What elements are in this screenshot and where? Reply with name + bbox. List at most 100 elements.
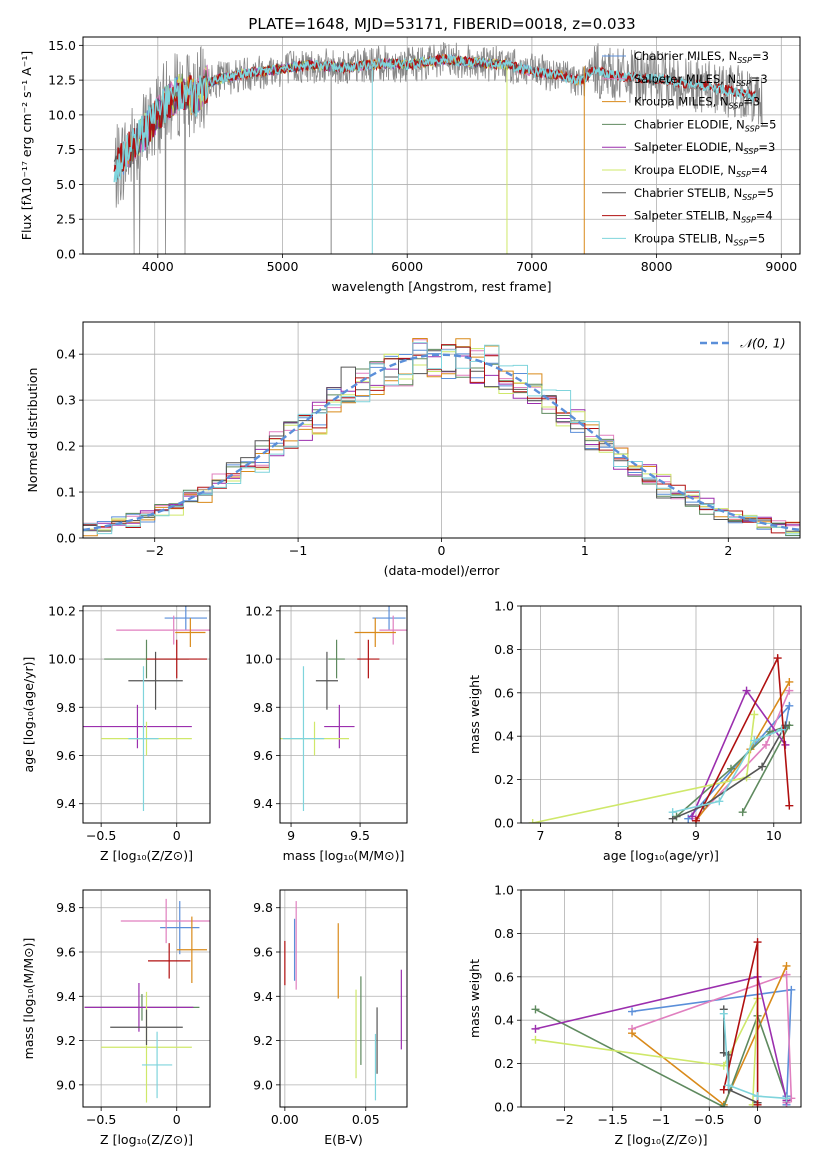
weight-line-kroupa-elodie bbox=[535, 998, 759, 1105]
weight-line-kroupa-elodie bbox=[532, 714, 756, 823]
z-weight-ylabel: mass weight bbox=[467, 959, 482, 1038]
errorbar-point-chabrier-miles bbox=[164, 606, 207, 631]
z-age-ylabel: age [log₁₀(age/yr)] bbox=[21, 657, 36, 773]
z-weight-tick-label-x: −1.5 bbox=[598, 1112, 628, 1127]
spectrum-tick-label-y: 0.0 bbox=[56, 247, 76, 262]
z-age-plot-area bbox=[83, 606, 210, 811]
spectrum-plot-area bbox=[113, 42, 763, 254]
mass-age-tick-label-y: 10.2 bbox=[245, 603, 273, 618]
z-weight-tick-label-y: 0.2 bbox=[494, 1056, 514, 1071]
weight-marker bbox=[787, 985, 796, 994]
figure-title: PLATE=1648, MJD=53171, FIBERID=0018, z=0… bbox=[248, 15, 635, 33]
ebv-mass-frame bbox=[279, 889, 408, 1108]
mass-age-plot-area bbox=[280, 606, 407, 811]
errorbar-point-kroupa-miles bbox=[176, 916, 207, 983]
weight-marker bbox=[785, 677, 794, 686]
model-line-kroupa-stelib bbox=[113, 53, 757, 183]
z-age-tick-label-x: −0.5 bbox=[86, 828, 116, 843]
z-mass-tick-label-x: 0 bbox=[173, 1112, 181, 1127]
weight-line-salpeter-miles bbox=[695, 690, 791, 820]
z-age-tick-label-y: 9.8 bbox=[56, 700, 76, 715]
ebv-mass-tick-label-y: 9.0 bbox=[253, 1077, 273, 1092]
z-weight-tick-label-x: −2 bbox=[555, 1112, 573, 1127]
residuals-ylabel: Normed distribution bbox=[25, 368, 40, 493]
age-weight-tick-label-x: 9 bbox=[692, 828, 700, 843]
weight-marker bbox=[719, 1085, 728, 1094]
z-age-tick-label-y: 9.6 bbox=[56, 748, 76, 763]
ebv-mass-panel: 0.00 0.05 9.0 9.2 9.4 9.6 9.8 E(B-V) bbox=[253, 889, 408, 1147]
z-weight-tick-label-y: 0.6 bbox=[494, 969, 514, 984]
age-weight-panel: 7 8 9 10 0.0 0.2 0.4 0.6 0.8 1.0 age [log₁₀(age/yr… bbox=[467, 599, 802, 863]
z-weight-plot-area bbox=[531, 938, 796, 1107]
residuals-tick-label-x: −1 bbox=[289, 543, 307, 558]
z-mass-tick-label-y: 9.0 bbox=[56, 1077, 76, 1092]
spectrum-xlabel: wavelength [Angstrom, rest frame] bbox=[331, 279, 551, 294]
weight-marker bbox=[750, 736, 759, 745]
weight-marker bbox=[719, 1061, 728, 1070]
z-weight-tick-label-x: 0 bbox=[754, 1112, 762, 1127]
legend-label-subscript: SSP bbox=[737, 56, 752, 65]
z-mass-xlabel: Z [log₁₀(Z/Z⊙)] bbox=[100, 1132, 193, 1147]
weight-marker bbox=[719, 1103, 728, 1107]
mass-age-tick-label-y: 10.0 bbox=[245, 652, 273, 667]
legend-label: Salpeter STELIB, NSSP=4 bbox=[634, 209, 773, 225]
legend-label: Kroupa STELIB, NSSP=5 bbox=[634, 231, 765, 247]
weight-marker bbox=[692, 816, 700, 823]
residuals-tick-label-y: 0.2 bbox=[56, 439, 76, 454]
errorbar-point-kroupa-stelib bbox=[282, 666, 325, 811]
spectrum-tick-label-x: 4000 bbox=[142, 259, 174, 274]
mass-age-tick-label-x: 9 bbox=[287, 828, 295, 843]
legend-label: 𝒩(0, 1) bbox=[740, 336, 786, 351]
z-weight-tick-label-y: 0.4 bbox=[494, 1013, 514, 1028]
spectrum-tick-label-y: 12.5 bbox=[48, 73, 76, 88]
weight-marker bbox=[628, 1029, 637, 1038]
age-weight-ylabel: mass weight bbox=[467, 675, 482, 754]
errorbar-point-kroupa-elodie bbox=[101, 991, 192, 1103]
histogram-kroupa-stelib bbox=[83, 342, 800, 535]
age-weight-tick-label-x: 8 bbox=[614, 828, 622, 843]
residuals-tick-label-x: 0 bbox=[438, 543, 446, 558]
residuals-tick-label-x: −2 bbox=[145, 543, 163, 558]
errorbar-point-kroupa-stelib bbox=[128, 666, 159, 811]
errorbar-point-chabrier-miles bbox=[372, 606, 406, 631]
z-weight-tick-label-y: 1.0 bbox=[494, 883, 514, 898]
ebv-mass-tick-label-y: 9.6 bbox=[253, 945, 273, 960]
z-age-tick-label-y: 9.4 bbox=[56, 796, 76, 811]
weight-marker bbox=[782, 970, 791, 979]
legend-label: Salpeter ELODIE, NSSP=3 bbox=[634, 140, 775, 156]
observed-spectrum-line bbox=[113, 42, 763, 254]
errorbar-point-chabrier-stelib bbox=[128, 651, 183, 710]
mass-age-tick-label-y: 9.8 bbox=[253, 700, 273, 715]
mass-age-tick-label-y: 9.6 bbox=[253, 748, 273, 763]
z-age-tick-label-x: 0 bbox=[173, 828, 181, 843]
spectrum-legend: Chabrier MILES, NSSP=3 Salpeter MILES, NS… bbox=[602, 49, 776, 247]
legend-label: Chabrier ELODIE, NSSP=5 bbox=[634, 117, 776, 133]
z-mass-panel: −0.5 0 9.0 9.2 9.4 9.6 9.8 Z [log₁₀(Z/Z⊙)] mass … bbox=[21, 889, 211, 1147]
weight-marker bbox=[762, 740, 770, 749]
legend-label-tail: =3 bbox=[751, 72, 768, 86]
legend-label-tail: =3 bbox=[758, 140, 775, 154]
age-weight-xlabel: age [log₁₀(age/yr)] bbox=[603, 848, 719, 863]
weight-line-salpeter-stelib bbox=[695, 655, 791, 822]
legend-label: Chabrier MILES, NSSP=3 bbox=[634, 49, 769, 65]
weight-line-chabrier-stelib bbox=[672, 725, 787, 820]
residuals-xlabel: (data-model)/error bbox=[384, 563, 501, 578]
age-weight-tick-label-x: 7 bbox=[536, 828, 544, 843]
weight-marker bbox=[738, 808, 747, 817]
weight-marker bbox=[785, 801, 794, 810]
z-mass-ylabel: mass [log₁₀(M/M⊙)] bbox=[21, 938, 36, 1060]
weight-marker bbox=[785, 686, 794, 695]
age-weight-tick-label-y: 0.4 bbox=[494, 729, 514, 744]
legend-label-subscript: SSP bbox=[736, 170, 751, 179]
legend-label-subscript: SSP bbox=[745, 124, 760, 133]
weight-marker bbox=[753, 1100, 762, 1107]
legend-label-tail: =3 bbox=[743, 95, 760, 109]
errorbar-point-salpeter-miles bbox=[379, 615, 407, 645]
weight-marker bbox=[688, 812, 697, 821]
spectrum-tick-label-x: 8000 bbox=[641, 259, 673, 274]
legend-label-tail: =4 bbox=[751, 163, 768, 177]
residuals-panel: −2 −1 0 1 2 0.0 0.1 0.2 0.3 0.4 (data-model)/error… bbox=[25, 321, 801, 578]
weight-marker bbox=[628, 1007, 637, 1016]
weight-marker bbox=[531, 1005, 540, 1014]
z-age-xlabel: Z [log₁₀(Z/Z⊙)] bbox=[100, 848, 193, 863]
